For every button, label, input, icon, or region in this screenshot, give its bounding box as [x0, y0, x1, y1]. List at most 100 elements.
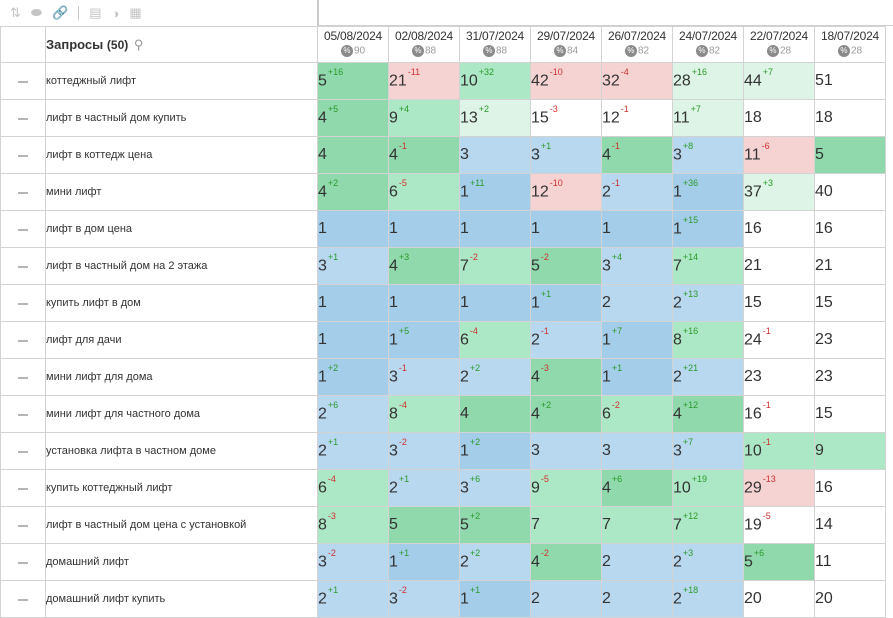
position-cell[interactable]: 16-1	[743, 395, 815, 433]
row-drag-handle[interactable]	[0, 395, 46, 433]
position-cell[interactable]: 1+1	[530, 284, 602, 322]
search-icon[interactable]: ⚲	[133, 36, 144, 52]
position-cell[interactable]: 9-5	[530, 469, 602, 507]
position-cell[interactable]: 1+15	[672, 210, 744, 248]
position-cell[interactable]: 4+12	[672, 395, 744, 433]
position-cell[interactable]: 3	[459, 136, 531, 174]
position-cell[interactable]: 10+19	[672, 469, 744, 507]
position-cell[interactable]: 4	[459, 395, 531, 433]
date-column-header[interactable]: 18/07/2024% 28	[814, 26, 886, 63]
position-cell[interactable]: 1+11	[459, 173, 531, 211]
position-cell[interactable]: 3-2	[317, 543, 389, 581]
position-cell[interactable]: 1	[317, 321, 389, 359]
position-cell[interactable]: 8+16	[672, 321, 744, 359]
row-drag-handle[interactable]	[0, 506, 46, 544]
position-cell[interactable]: 13+2	[459, 99, 531, 137]
position-cell[interactable]: 3-2	[388, 580, 460, 618]
position-cell[interactable]: 37+3	[743, 173, 815, 211]
query-cell[interactable]: лифт в дом цена	[45, 210, 318, 248]
image-icon[interactable]: ▦	[129, 5, 142, 20]
position-cell[interactable]: 6-4	[459, 321, 531, 359]
position-cell[interactable]: 5	[814, 136, 886, 174]
position-cell[interactable]: 40	[814, 173, 886, 211]
date-column-header[interactable]: 24/07/2024% 82	[672, 26, 744, 63]
query-cell[interactable]: мини лифт для дома	[45, 358, 318, 396]
position-cell[interactable]: 1	[388, 284, 460, 322]
position-cell[interactable]: 7-2	[459, 247, 531, 285]
position-cell[interactable]: 2+1	[388, 469, 460, 507]
query-cell[interactable]: домашний лифт	[45, 543, 318, 581]
position-cell[interactable]: 4-3	[530, 358, 602, 396]
position-cell[interactable]: 16	[814, 210, 886, 248]
date-column-header[interactable]: 29/07/2024% 84	[530, 26, 602, 63]
position-cell[interactable]: 1	[317, 210, 389, 248]
position-cell[interactable]: 9+4	[388, 99, 460, 137]
position-cell[interactable]: 4+2	[530, 395, 602, 433]
position-cell[interactable]: 51	[814, 62, 886, 100]
row-drag-handle[interactable]	[0, 432, 46, 470]
position-cell[interactable]: 2-1	[601, 173, 673, 211]
position-cell[interactable]: 10+32	[459, 62, 531, 100]
toggle-icon[interactable]: ⬬	[30, 5, 43, 20]
position-cell[interactable]: 29-13	[743, 469, 815, 507]
link-icon[interactable]: 🔗	[52, 5, 69, 20]
position-cell[interactable]: 4-1	[388, 136, 460, 174]
position-cell[interactable]: 1+1	[601, 358, 673, 396]
position-cell[interactable]: 16	[814, 469, 886, 507]
position-cell[interactable]: 1+1	[459, 580, 531, 618]
position-cell[interactable]: 15	[814, 395, 886, 433]
position-cell[interactable]: 2+1	[317, 432, 389, 470]
position-cell[interactable]: 1+5	[388, 321, 460, 359]
position-cell[interactable]: 6-5	[388, 173, 460, 211]
position-cell[interactable]: 2+6	[317, 395, 389, 433]
position-cell[interactable]: 11+7	[672, 99, 744, 137]
position-cell[interactable]: 3+8	[672, 136, 744, 174]
position-cell[interactable]: 1	[530, 210, 602, 248]
sort-icon[interactable]: ⇅	[10, 5, 21, 20]
position-cell[interactable]: 3	[601, 432, 673, 470]
position-cell[interactable]: 1+7	[601, 321, 673, 359]
position-cell[interactable]: 1	[459, 284, 531, 322]
row-drag-handle[interactable]	[0, 62, 46, 100]
position-cell[interactable]: 2	[601, 580, 673, 618]
position-cell[interactable]: 5+16	[317, 62, 389, 100]
position-cell[interactable]: 1+36	[672, 173, 744, 211]
position-cell[interactable]: 2+2	[459, 358, 531, 396]
position-cell[interactable]: 1+2	[459, 432, 531, 470]
position-cell[interactable]: 20	[743, 580, 815, 618]
position-cell[interactable]: 6-2	[601, 395, 673, 433]
query-cell[interactable]: лифт в частный дом на 2 этажа	[45, 247, 318, 285]
position-cell[interactable]: 4-2	[530, 543, 602, 581]
row-drag-handle[interactable]	[0, 321, 46, 359]
position-cell[interactable]: 10-1	[743, 432, 815, 470]
position-cell[interactable]: 1	[601, 210, 673, 248]
position-cell[interactable]: 2+1	[317, 580, 389, 618]
row-drag-handle[interactable]	[0, 99, 46, 137]
row-drag-handle[interactable]	[0, 136, 46, 174]
position-cell[interactable]: 5+6	[743, 543, 815, 581]
position-cell[interactable]: 8-4	[388, 395, 460, 433]
position-cell[interactable]: 2	[530, 580, 602, 618]
date-column-header[interactable]: 26/07/2024% 82	[601, 26, 673, 63]
save-icon[interactable]: ▤	[89, 5, 102, 20]
position-cell[interactable]: 1+2	[317, 358, 389, 396]
position-cell[interactable]: 3	[530, 432, 602, 470]
query-cell[interactable]: лифт в коттедж цена	[45, 136, 318, 174]
position-cell[interactable]: 4	[317, 136, 389, 174]
position-cell[interactable]: 7	[530, 506, 602, 544]
position-cell[interactable]: 4+2	[317, 173, 389, 211]
position-cell[interactable]: 1+1	[388, 543, 460, 581]
position-cell[interactable]: 4-1	[601, 136, 673, 174]
position-cell[interactable]: 21	[814, 247, 886, 285]
position-cell[interactable]: 42-10	[530, 62, 602, 100]
date-column-header[interactable]: 22/07/2024% 28	[743, 26, 815, 63]
position-cell[interactable]: 2+13	[672, 284, 744, 322]
position-cell[interactable]: 8-3	[317, 506, 389, 544]
position-cell[interactable]: 12-10	[530, 173, 602, 211]
position-cell[interactable]: 14	[814, 506, 886, 544]
query-cell[interactable]: установка лифта в частном доме	[45, 432, 318, 470]
position-cell[interactable]: 3-2	[388, 432, 460, 470]
query-cell[interactable]: купить коттеджный лифт	[45, 469, 318, 507]
position-cell[interactable]: 3+4	[601, 247, 673, 285]
position-cell[interactable]: 4+6	[601, 469, 673, 507]
